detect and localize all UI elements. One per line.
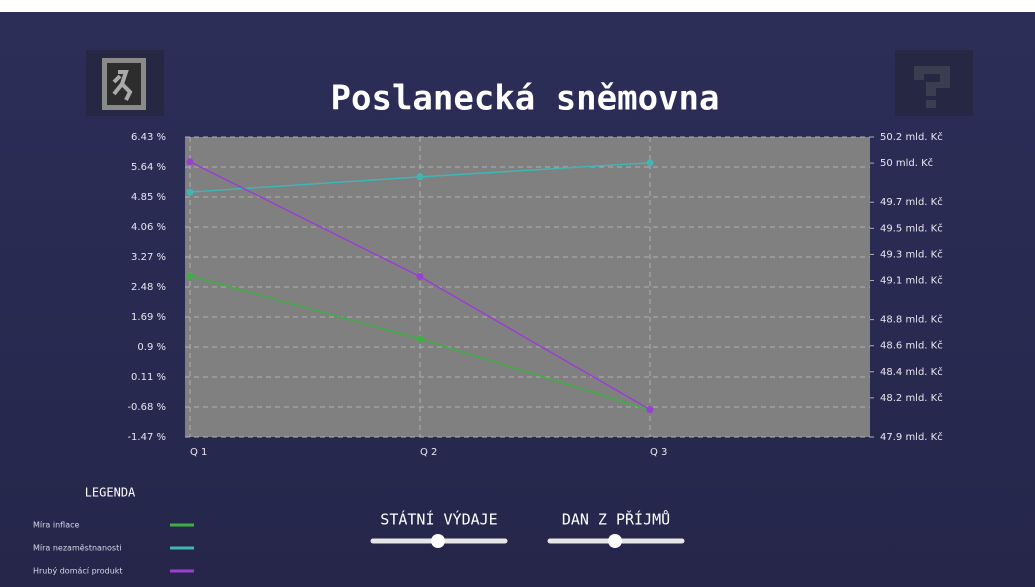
y2-tick-label: 50.2 mld. Kč xyxy=(880,131,943,143)
data-point xyxy=(646,406,654,414)
y-tick-label: -0.68 % xyxy=(127,402,166,413)
y2-tick-label: 47.9 mld. Kč xyxy=(880,431,943,443)
data-point xyxy=(186,158,194,166)
y2-tick-label: 49.3 mld. Kč xyxy=(880,248,943,260)
data-point xyxy=(416,273,424,281)
x-tick-label: Q 3 xyxy=(650,447,667,458)
legend-label: Míra inflace xyxy=(33,521,79,530)
data-point xyxy=(416,335,424,343)
exit-button[interactable] xyxy=(86,50,164,116)
y2-tick-label: 49.1 mld. Kč xyxy=(880,274,943,286)
slider-label: STÁTNÍ VÝDAJE xyxy=(380,510,497,529)
y2-tick-label: 49.7 mld. Kč xyxy=(880,196,943,208)
y-tick-label: 2.48 % xyxy=(131,282,166,293)
title: Poslanecká sněmovna xyxy=(331,79,720,119)
data-point xyxy=(416,173,424,181)
legend-title: LEGENDA xyxy=(85,486,136,500)
y-tick-label: 0.11 % xyxy=(131,372,166,383)
y-tick-label: 4.85 % xyxy=(131,192,166,203)
y-tick-label: -1.47 % xyxy=(127,432,166,443)
y-tick-label: 4.06 % xyxy=(131,222,166,233)
legend-label: Hrubý domácí produkt xyxy=(33,567,123,576)
y2-tick-label: 48.2 mld. Kč xyxy=(880,392,943,404)
y2-tick-label: 48.8 mld. Kč xyxy=(880,314,943,326)
x-tick-label: Q 2 xyxy=(420,447,437,458)
data-point xyxy=(186,272,194,280)
y-tick-label: 5.64 % xyxy=(131,162,166,173)
slider-knob[interactable] xyxy=(431,534,445,548)
y-tick-label: 3.27 % xyxy=(131,252,166,263)
y-tick-label: 1.69 % xyxy=(131,312,166,323)
y2-tick-label: 48.4 mld. Kč xyxy=(880,366,943,378)
y-tick-label: 0.9 % xyxy=(137,342,166,353)
y2-tick-label: 50 mld. Kč xyxy=(880,157,933,169)
x-tick-label: Q 1 xyxy=(190,447,207,458)
y2-tick-label: 49.5 mld. Kč xyxy=(880,222,943,234)
help-button[interactable] xyxy=(895,50,973,116)
data-point xyxy=(646,159,654,167)
slider-knob[interactable] xyxy=(608,534,622,548)
y-tick-label: 6.43 % xyxy=(131,132,166,143)
slider-label: DAN Z PŘÍJMŮ xyxy=(562,510,670,529)
data-point xyxy=(186,188,194,196)
y2-tick-label: 48.6 mld. Kč xyxy=(880,340,943,352)
legend-label: Míra nezaměstnanosti xyxy=(33,544,121,553)
